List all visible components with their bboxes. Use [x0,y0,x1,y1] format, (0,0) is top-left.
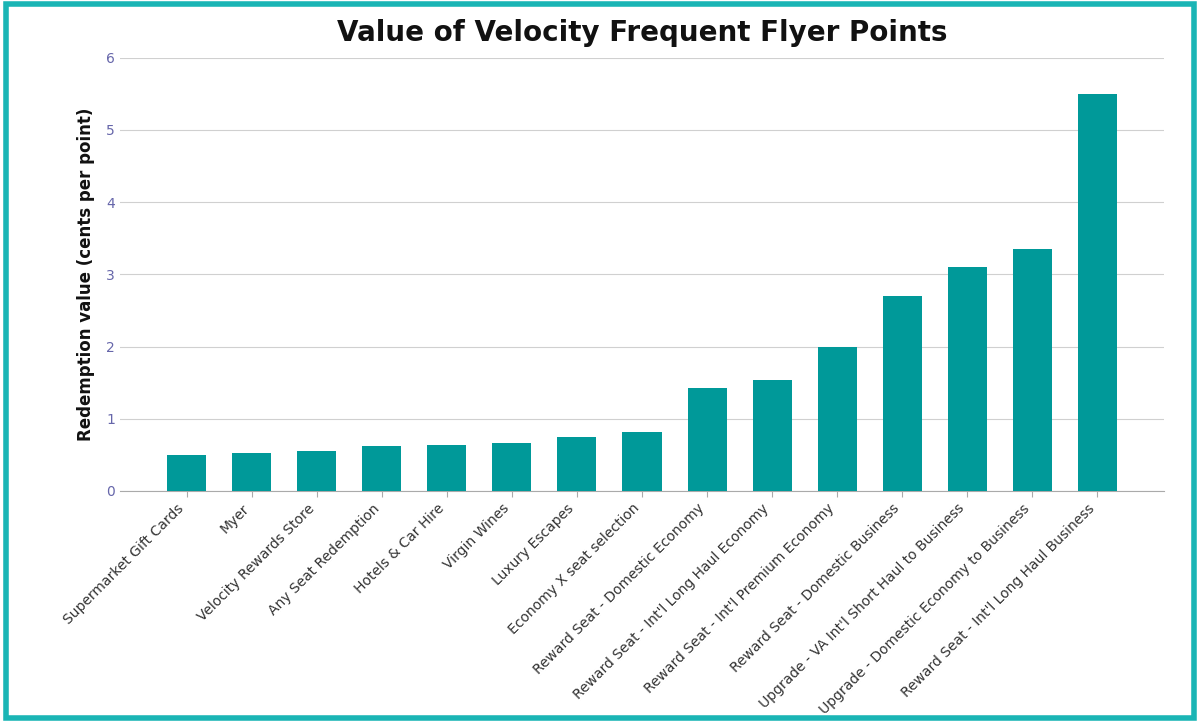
Bar [1013,249,1051,491]
Bar [168,455,206,491]
Bar [948,267,986,491]
Y-axis label: Redemption value (cents per point): Redemption value (cents per point) [77,108,95,441]
Bar [623,432,661,491]
Bar [298,451,336,491]
Bar [752,380,792,491]
Bar [233,453,271,491]
Bar [492,443,532,491]
Bar [362,446,402,491]
Bar [817,347,857,491]
Bar [558,437,596,491]
Bar [882,296,922,491]
Bar [688,388,726,491]
Bar [427,445,467,491]
Title: Value of Velocity Frequent Flyer Points: Value of Velocity Frequent Flyer Points [337,19,947,47]
Bar [1078,94,1116,491]
